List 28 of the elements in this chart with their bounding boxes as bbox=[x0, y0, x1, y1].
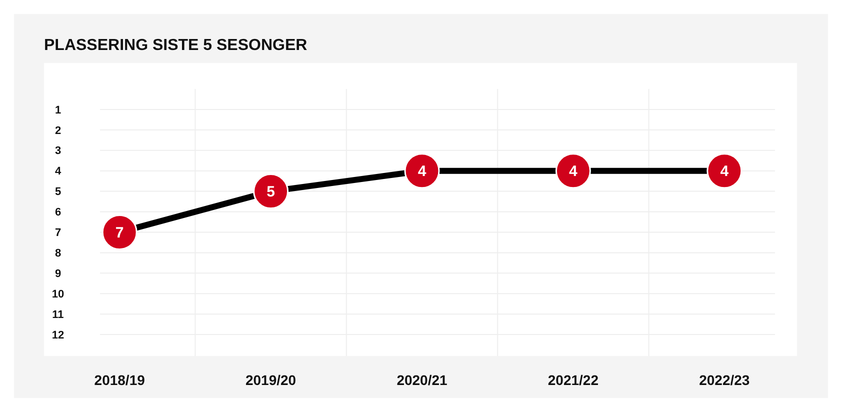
y-tick-label: 11 bbox=[52, 308, 64, 321]
data-label: 4 bbox=[418, 163, 427, 180]
x-tick-label: 2022/23 bbox=[699, 372, 750, 388]
data-label: 4 bbox=[720, 163, 730, 180]
y-tick-label: 9 bbox=[54, 268, 62, 280]
y-tick-label: 12 bbox=[52, 329, 64, 342]
x-tick-label: 2020/21 bbox=[396, 372, 448, 388]
y-tick-label: 7 bbox=[54, 227, 62, 240]
y-tick-label: 6 bbox=[54, 206, 62, 219]
point bbox=[253, 174, 289, 210]
point bbox=[102, 214, 138, 250]
point bbox=[706, 153, 742, 189]
x-tick-label: 2019/20 bbox=[245, 372, 296, 388]
x-tick-label: 2021/22 bbox=[548, 372, 599, 388]
y-tick-label: 8 bbox=[54, 248, 62, 260]
y-tick-label: 4 bbox=[54, 166, 62, 178]
data-label: 5 bbox=[266, 184, 275, 201]
data-label: 7 bbox=[115, 224, 124, 242]
y-tick-label: 5 bbox=[54, 186, 62, 198]
data-label: 4 bbox=[569, 163, 578, 180]
y-tick-label: 2 bbox=[54, 124, 62, 137]
y-tick-label: 10 bbox=[52, 288, 64, 300]
y-tick-label: 3 bbox=[54, 145, 62, 158]
point bbox=[555, 153, 591, 189]
y-tick-label: 1 bbox=[54, 104, 62, 116]
x-tick-label: 2018/19 bbox=[94, 372, 146, 388]
chart-title: PLASSERING SISTE 5 SESONGER bbox=[44, 37, 308, 54]
point bbox=[404, 153, 440, 189]
